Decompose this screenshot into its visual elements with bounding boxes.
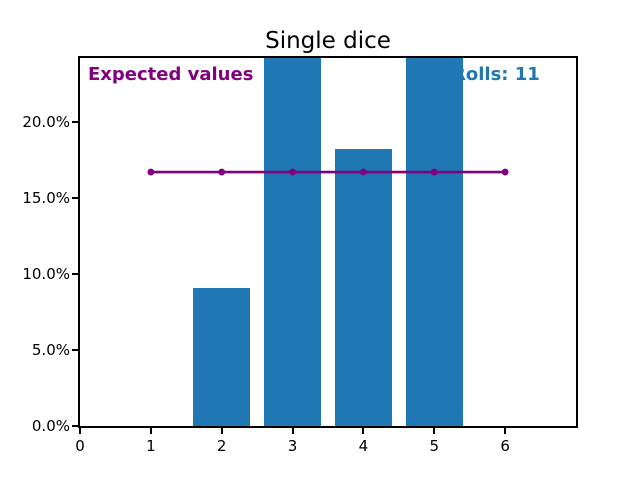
- bar-x5: [405, 58, 463, 426]
- x-tick: [291, 428, 294, 434]
- line-marker: [501, 168, 509, 176]
- expected-values-line: [147, 168, 509, 176]
- x-tick-label: 3: [287, 437, 298, 455]
- x-tick-label: 6: [500, 437, 510, 455]
- x-tick: [220, 428, 223, 434]
- bar-x4: [335, 149, 392, 426]
- y-tick-label: 10.0%: [22, 264, 70, 283]
- x-tick-label: 4: [358, 437, 369, 455]
- y-tick: [72, 425, 78, 427]
- y-tick-label: 5.0%: [31, 340, 70, 359]
- x-tick: [79, 428, 81, 434]
- y-tick: [72, 348, 78, 351]
- line-marker: [147, 168, 155, 176]
- x-tick-label: 2: [216, 437, 227, 455]
- y-tick: [72, 120, 78, 123]
- y-tick-label: 20.0%: [22, 112, 70, 131]
- bar-x3: [264, 58, 321, 426]
- chart-title: Single dice: [265, 28, 391, 54]
- x-tick: [149, 428, 152, 434]
- expected-values-annotation: Expected values: [88, 64, 254, 85]
- x-tick-label: 5: [429, 437, 440, 455]
- x-tick-label: 1: [146, 437, 156, 455]
- x-tick-label: 0: [75, 437, 85, 455]
- plot-inner: Rolls: 11 Expected values: [80, 58, 576, 426]
- y-tick-label: 0.0%: [31, 417, 70, 435]
- y-tick: [72, 272, 78, 275]
- y-tick-label: 15.0%: [22, 188, 70, 207]
- x-tick: [362, 428, 365, 434]
- y-tick: [72, 196, 78, 199]
- line-marker: [218, 168, 226, 176]
- rolls-annotation: Rolls: 11: [452, 64, 540, 85]
- plot-area: Rolls: 11 Expected values: [78, 56, 578, 428]
- bar-x2: [193, 287, 251, 426]
- x-tick: [433, 428, 436, 434]
- x-tick: [504, 428, 507, 434]
